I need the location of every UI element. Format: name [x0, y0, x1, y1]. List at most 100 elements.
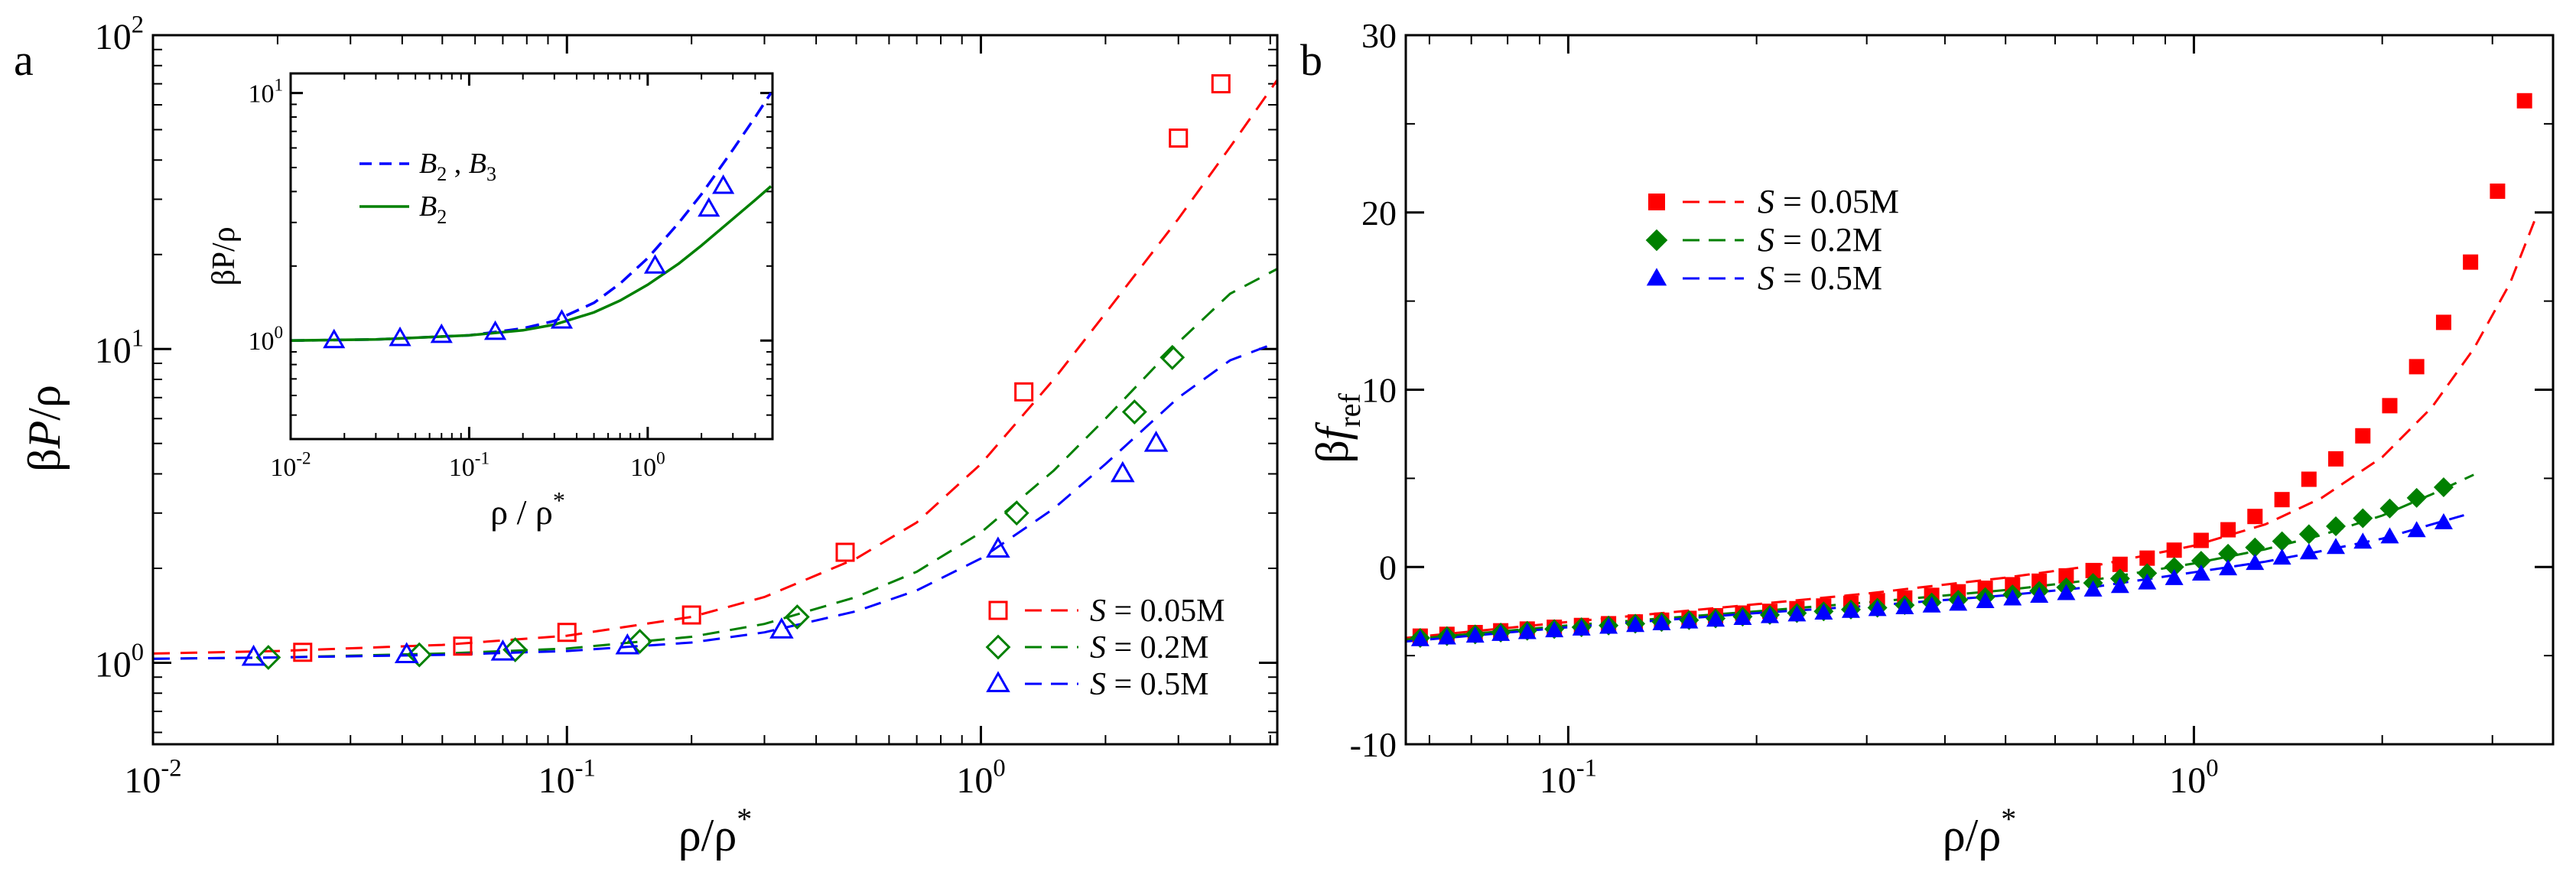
a-y-tick-label-0-exp: 0 [132, 639, 144, 666]
a-point-blue [769, 617, 794, 639]
a-curve-red [152, 79, 1279, 655]
a-x-tick-label-1-exp: -1 [575, 754, 596, 782]
b-x-tick-label-0: 10-1 [1540, 754, 1597, 801]
b-x-tick-label-1-exp: 0 [2206, 754, 2218, 782]
b-point-green [2433, 477, 2454, 497]
b-point-blue [2219, 559, 2238, 576]
b-point-green [2137, 563, 2158, 584]
inset-legend-base: B [419, 148, 437, 180]
b-legend-marker-red [1648, 194, 1665, 210]
inset-point-blue [389, 326, 411, 347]
inset-point-blue [483, 320, 507, 340]
a-x-tick-label-0-exp: -2 [161, 754, 181, 782]
inset-background [291, 73, 772, 439]
inset-legend-sub: 2 [437, 206, 447, 228]
b-point-green [2191, 551, 2211, 571]
b-x-tick-label-1-base: 10 [2169, 760, 2206, 801]
b-y-tick-label-0: -10 [1350, 725, 1397, 764]
b-point-red [2328, 451, 2344, 467]
a-legend-label-red: S = 0.05M [1090, 594, 1225, 629]
b-point-blue [1545, 621, 1564, 638]
b-point-blue [2057, 584, 2076, 600]
a-legend-label-blue: S = 0.5M [1090, 667, 1209, 702]
a-legend-S: S [1090, 630, 1106, 665]
a-y-tick-label-0-base: 10 [95, 644, 132, 685]
inset-legend-sub: 3 [486, 163, 496, 185]
b-legend-rest: = 0.2M [1774, 221, 1882, 259]
a-point-green [406, 642, 432, 668]
a-point-green [1160, 344, 1186, 370]
a-x-tick-label-2: 100 [956, 754, 1005, 801]
inset-legend-sub: 2 [437, 163, 447, 185]
inset-point-blue [698, 197, 720, 217]
b-y-tick-label-3: 20 [1361, 194, 1397, 233]
b-point-red [2355, 428, 2371, 444]
a-point-green [784, 604, 810, 630]
b-point-blue [2110, 577, 2129, 594]
a-point-green [503, 637, 529, 662]
b-point-red [2463, 254, 2479, 270]
inset-data-points [323, 174, 735, 349]
b-point-blue [1787, 605, 1807, 622]
b-point-blue [1572, 619, 1591, 636]
b-point-red [2139, 550, 2155, 566]
a-legend-label-green: S = 0.2M [1090, 630, 1209, 665]
b-point-blue [1410, 630, 1429, 646]
b-point-blue [1922, 596, 1941, 613]
b-legend-S: S [1758, 221, 1774, 259]
a-point-blue [490, 639, 516, 661]
b-point-blue [1465, 626, 1485, 643]
a-point-green [255, 645, 281, 670]
a-x-tick-label-2-base: 10 [956, 760, 993, 801]
a-x-tick-label-2-exp: 0 [993, 754, 1005, 782]
inset-y-tick-label-1: 101 [248, 75, 283, 108]
b-point-blue [1841, 601, 1860, 618]
b-point-blue [1652, 613, 1671, 630]
b-point-green [2272, 531, 2292, 552]
a-point-red [835, 542, 855, 562]
a-point-blue [615, 633, 640, 655]
inset-x-tick-label-1: 10-1 [449, 449, 490, 482]
inset-x-tick-label-0-exp: -2 [296, 449, 311, 469]
b-point-blue [2030, 586, 2049, 603]
b-x-tick-label-1: 100 [2169, 754, 2218, 801]
b-point-blue [2272, 548, 2291, 565]
b-point-blue [2138, 573, 2157, 590]
b-point-blue [2246, 554, 2265, 571]
a-y-tick-label-2-base: 10 [95, 17, 132, 57]
inset-legend-label-blue: B2 , B3 [419, 148, 496, 185]
inset-y-tick-label-0: 100 [248, 323, 283, 356]
a-point-red [293, 643, 313, 662]
b-point-blue [1895, 598, 1914, 615]
a-x-tick-label-0: 10-2 [124, 754, 181, 801]
inset-ylabel: βP/ρ [207, 226, 242, 285]
a-y-tick-label-0: 100 [95, 639, 144, 685]
b-point-red [2166, 542, 2182, 558]
b-legend-label-red: S = 0.05M [1758, 183, 1899, 220]
a-ylabel: βP/ρ [19, 385, 70, 472]
a-y-tick-label-1-base: 10 [95, 330, 132, 371]
b-y-tick-label-1: 0 [1379, 548, 1397, 587]
inset-x-tick-label-2: 100 [630, 449, 665, 482]
b-point-blue [2191, 565, 2210, 581]
b-point-blue [1949, 594, 1968, 611]
b-ylabel: βfref [1307, 393, 1367, 464]
b-point-green [2245, 537, 2265, 558]
a-legend-marker-blue [986, 671, 1010, 692]
b-point-red [2247, 509, 2263, 525]
panel-label-b: b [1300, 35, 1322, 85]
a-xlabel-main: ρ/ρ [678, 810, 737, 861]
b-point-blue [2083, 580, 2103, 597]
b-point-blue [2299, 543, 2318, 560]
b-point-green [2298, 524, 2319, 545]
b-point-blue [2353, 532, 2373, 549]
inset-x-tick-label-2-base: 10 [630, 454, 656, 482]
b-point-red [2516, 93, 2532, 109]
b-point-red [2382, 398, 2398, 414]
a-ylabel-P: P [19, 421, 70, 450]
a-legend-rest: = 0.2M [1106, 630, 1209, 665]
inset-legend-base: B [419, 190, 437, 223]
